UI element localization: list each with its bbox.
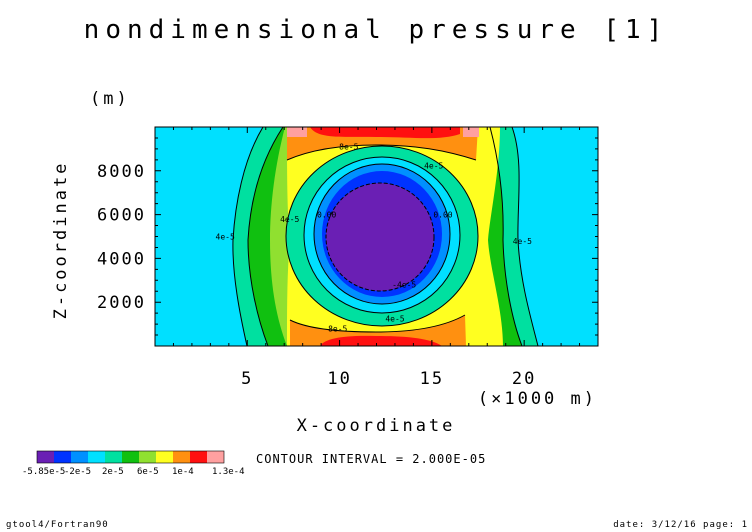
contour-label: 8e-5 <box>339 143 358 152</box>
footer-left: gtool4/Fortran90 <box>6 520 109 530</box>
y-tick-labels: 2000 4000 6000 8000 <box>97 162 146 313</box>
colorbar-swatch <box>156 451 173 463</box>
x-tick-label: 5 <box>241 369 253 389</box>
y-axis-unit: (m) <box>90 89 130 109</box>
contour-label: -4e-5 <box>392 281 416 290</box>
y-tick-label: 6000 <box>97 206 146 226</box>
colorbar-swatch <box>37 451 54 463</box>
footer-right: date: 3/12/16 page: 1 <box>613 520 748 530</box>
x-axis-unit: (×1000 m) <box>478 389 597 409</box>
contour-label: 4e-5 <box>280 215 299 224</box>
x-tick-labels: 5 10 15 20 <box>241 369 536 389</box>
y-tick-label: 4000 <box>97 249 146 269</box>
colorbar-tick-label: -2e-5 <box>64 467 91 477</box>
colorbar-swatch <box>190 451 207 463</box>
colorbar <box>36 450 225 464</box>
x-tick-label: 20 <box>512 369 536 389</box>
contour-label: 4e-5 <box>424 161 443 170</box>
colorbar-frame <box>36 450 225 464</box>
y-tick-label: 2000 <box>97 293 146 313</box>
chart-title: nondimensional pressure [1] <box>84 15 669 45</box>
axis-ticks <box>155 127 598 346</box>
contour-label: 0.00 <box>317 211 336 220</box>
contour-label: 0.00 <box>433 211 452 220</box>
x-tick-label: 10 <box>327 369 351 389</box>
colorbar-swatch <box>139 451 156 463</box>
colorbar-labels: -5.85e-5-2e-5 2e-5 6e-5 1e-4 1.3e-4 <box>22 467 245 477</box>
colorbar-swatch <box>105 451 122 463</box>
top-right-corner-pink <box>463 127 479 137</box>
colorbar-swatch <box>88 451 105 463</box>
bottom-lobe-orange <box>290 315 466 346</box>
tick-marks <box>155 127 598 346</box>
y-axis-title: Z-coordinate <box>51 161 71 320</box>
x-tick-label: 15 <box>420 369 444 389</box>
colorbar-swatch <box>207 451 224 463</box>
colorbar-swatch <box>173 451 190 463</box>
contour-labels: 8e-5 4e-5 0.00 0.00 4e-5 4e-5 4e-5 -4e-5 4e-5 8e-… <box>216 143 533 334</box>
top-left-corner-pink <box>287 127 307 137</box>
contour-label: 8e-5 <box>328 324 347 333</box>
contour-band-min <box>326 183 434 291</box>
colorbar-swatch <box>71 451 88 463</box>
plot-area: 8e-5 4e-5 0.00 0.00 4e-5 4e-5 4e-5 -4e-5 4e-5 8e-… <box>155 127 598 346</box>
contour-label: 4e-5 <box>385 315 404 324</box>
contour-interval: CONTOUR INTERVAL = 2.000E-05 <box>256 452 486 466</box>
colorbar-tick-label: 2e-5 <box>102 467 124 477</box>
contour-label: 4e-5 <box>513 237 532 246</box>
bottom-lobe-red <box>320 335 442 346</box>
colorbar-tick-label: 1e-4 <box>172 467 194 477</box>
x-axis-title: X-coordinate <box>297 416 456 436</box>
colorbar-swatch <box>54 451 71 463</box>
colorbar-tick-label: -5.85e-5 <box>22 467 65 477</box>
y-tick-label: 8000 <box>97 162 146 182</box>
contour-label: 4e-5 <box>216 233 235 242</box>
top-lobe-red <box>310 127 460 139</box>
contour-lines <box>232 127 539 346</box>
colorbar-swatch <box>122 451 139 463</box>
colorbar-tick-label: 6e-5 <box>137 467 159 477</box>
colorbar-tick-label: 1.3e-4 <box>212 467 245 477</box>
